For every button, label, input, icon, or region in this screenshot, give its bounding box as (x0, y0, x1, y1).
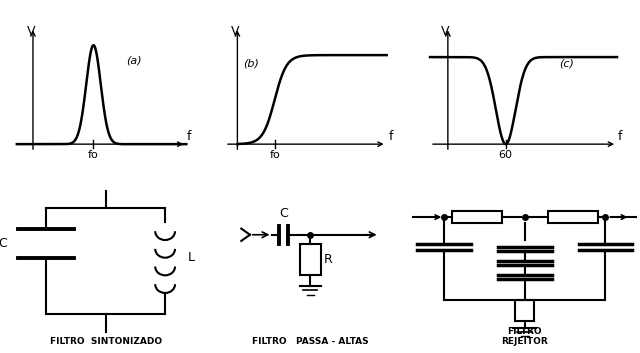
Text: fo: fo (269, 150, 280, 160)
Text: (b): (b) (244, 59, 259, 69)
Text: L: L (188, 251, 195, 264)
Text: f: f (187, 130, 191, 143)
Text: fo: fo (88, 150, 99, 160)
Text: C: C (0, 237, 7, 250)
Text: 60: 60 (499, 150, 513, 160)
Text: f: f (618, 130, 623, 143)
Text: C: C (279, 207, 288, 220)
Text: (a): (a) (126, 55, 141, 65)
Bar (515, 300, 534, 321)
Bar (300, 244, 321, 275)
Text: FILTRO   PASSA - ALTAS: FILTRO PASSA - ALTAS (252, 337, 369, 346)
Text: V: V (441, 25, 450, 38)
Bar (548, 211, 598, 223)
Text: FILTRO
REJEITOR: FILTRO REJEITOR (501, 327, 548, 346)
Text: FILTRO  SINTONIZADO: FILTRO SINTONIZADO (49, 337, 162, 346)
Text: V: V (231, 25, 239, 38)
Text: V: V (27, 25, 35, 38)
Text: R: R (323, 253, 332, 266)
Text: f: f (388, 130, 393, 143)
Bar (452, 211, 502, 223)
Text: (c): (c) (559, 59, 574, 69)
